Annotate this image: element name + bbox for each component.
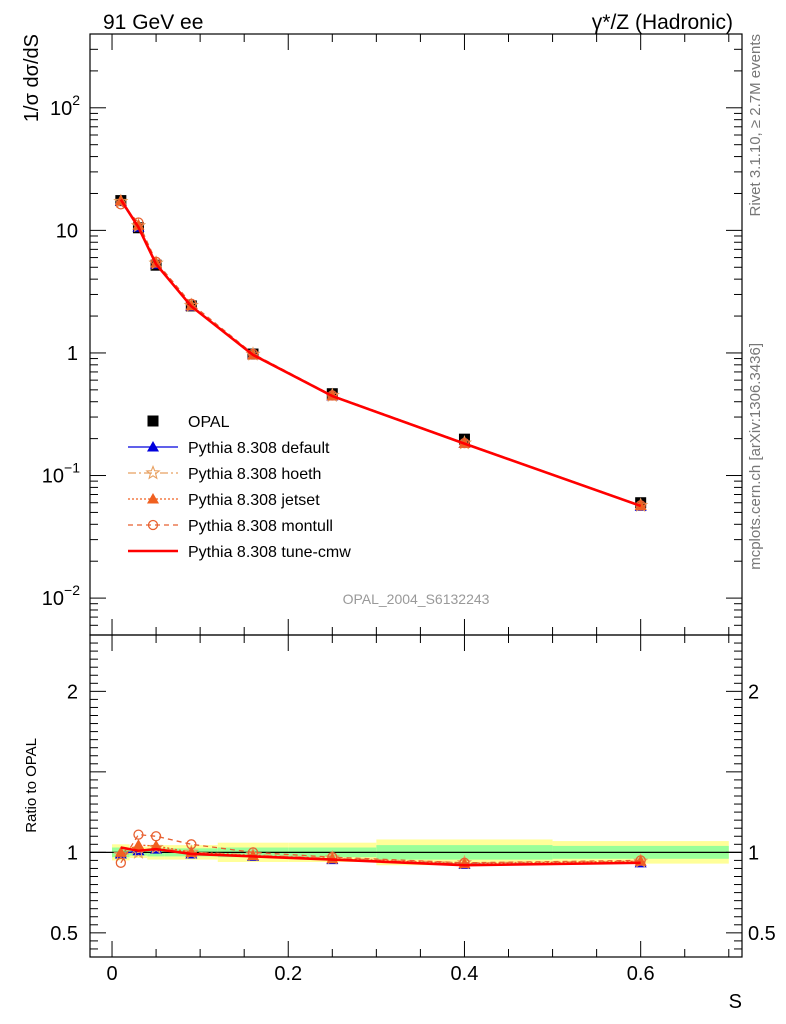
legend-entry-default: Pythia 8.308 default [128,440,330,457]
main-y-tick-label-base: 10 [42,466,64,488]
ratio-point-montull [459,857,470,868]
ratio-panel-frame [89,634,743,958]
main-series-data [115,195,647,509]
x-axis-label: S [729,991,742,1013]
ratio-point-montull [186,839,197,850]
rivet-version-label: Rivet 3.1.10, ≥ 2.7M events [747,34,764,217]
main-series [113,193,649,512]
main-line-hoeth [120,201,641,507]
ratio-point-montull [327,852,338,863]
legend: OPAL Pythia 8.308 default Pythia 8.308 hoe… [128,414,351,561]
legend-entry-data: OPAL [147,414,230,431]
main-y-axis-label: 1/σ dσ/dS [21,34,43,122]
legend-marker-default [147,441,159,452]
legend-marker-hoeth [145,464,161,480]
analysis-label: OPAL_2004_S6132243 [343,591,490,607]
ratio-y-axis-label: Ratio to OPAL [23,738,40,833]
main-y-tick-label: 10−2 [42,582,80,610]
legend-entry-hoeth: Pythia 8.308 hoeth [128,464,321,483]
mcplots-label: mcplots.cern.ch [arXiv:1306.3436] [747,343,764,570]
x-tick-label: 0 [106,963,117,985]
main-point-montull [186,298,197,309]
ratio-point-montull [635,855,646,866]
header-right: γ*/Z (Hadronic) [592,11,733,34]
ratio-y-tick-label: 1 [67,842,78,864]
legend-label-cmw: Pythia 8.308 tune-cmw [188,544,351,561]
legend-marker-jetset [147,493,159,504]
main-point-jetset [132,219,145,230]
ratio-series-montull [115,829,646,868]
ratio-y-tick-label-right: 0.5 [748,923,776,945]
main-y-tick-label: 10−1 [42,460,80,488]
ratio-series-cmw [120,846,641,867]
ratio-point-jetset [132,839,145,850]
main-line-default [120,200,641,508]
main-series-hoeth [113,193,649,512]
legend-label-jetset: Pythia 8.308 jetset [188,492,320,509]
ratio-y-tick-label-right: 2 [748,681,759,703]
ratio-line-montull [120,833,641,864]
legend-marker-data [147,415,159,427]
ratio-point-montull [115,857,126,868]
main-point-montull [247,348,259,359]
ratio-point-montull [150,831,162,842]
legend-label-hoeth: Pythia 8.308 hoeth [188,466,321,483]
main-y-tick-label: 102 [50,92,80,120]
x-tick-label: 0.6 [627,963,655,985]
legend-entry-cmw: Pythia 8.308 tune-cmw [128,544,351,561]
legend-label-data: OPAL [188,414,230,431]
main-point-montull [150,256,162,267]
ratio-series [113,829,649,870]
main-line-cmw [119,198,642,508]
ratio-point-hoeth [113,846,129,862]
main-y-tick-label-base: 10 [42,588,64,610]
legend-label-montull: Pythia 8.308 montull [188,518,333,535]
x-tick-label: 0.2 [274,963,302,985]
main-y-tick-label-base: 10 [50,98,72,120]
x-tick-label: 0.4 [451,963,479,985]
main-y-tick-label: 1 [67,343,78,365]
ratio-point-jetset [150,839,163,851]
main-series-montull [115,199,646,511]
main-y-tick-label-exponent: −2 [64,582,80,598]
main-y-tick-label-exponent: 2 [72,92,80,108]
ratio-y-tick-label: 2 [67,681,78,703]
header-left: 91 GeV ee [103,11,203,34]
legend-label-default: Pythia 8.308 default [188,440,330,457]
ratio-line-cmw [120,846,641,867]
ratio-y-tick-label: 0.5 [50,923,78,945]
main-series-cmw [119,198,642,508]
ratio-axes: 0.5 0.5 1 1 2 2 0 0.2 0.4 0.6 [50,634,776,985]
ratio-point-jetset [114,846,127,857]
main-series-default [114,195,647,511]
main-line-montull [120,203,641,507]
main-y-tick-label: 10 [56,220,78,242]
main-y-tick-label-exponent: −1 [64,460,80,476]
main-point-montull [327,390,338,401]
legend-entry-jetset: Pythia 8.308 jetset [128,492,320,509]
main-series-jetset [114,194,647,510]
ratio-y-tick-label-right: 1 [748,842,759,864]
main-line-jetset [120,200,641,507]
legend-entry-montull: Pythia 8.308 montull [128,518,333,535]
legend-marker-montull [147,519,159,531]
ratio-point-montull [133,829,144,840]
